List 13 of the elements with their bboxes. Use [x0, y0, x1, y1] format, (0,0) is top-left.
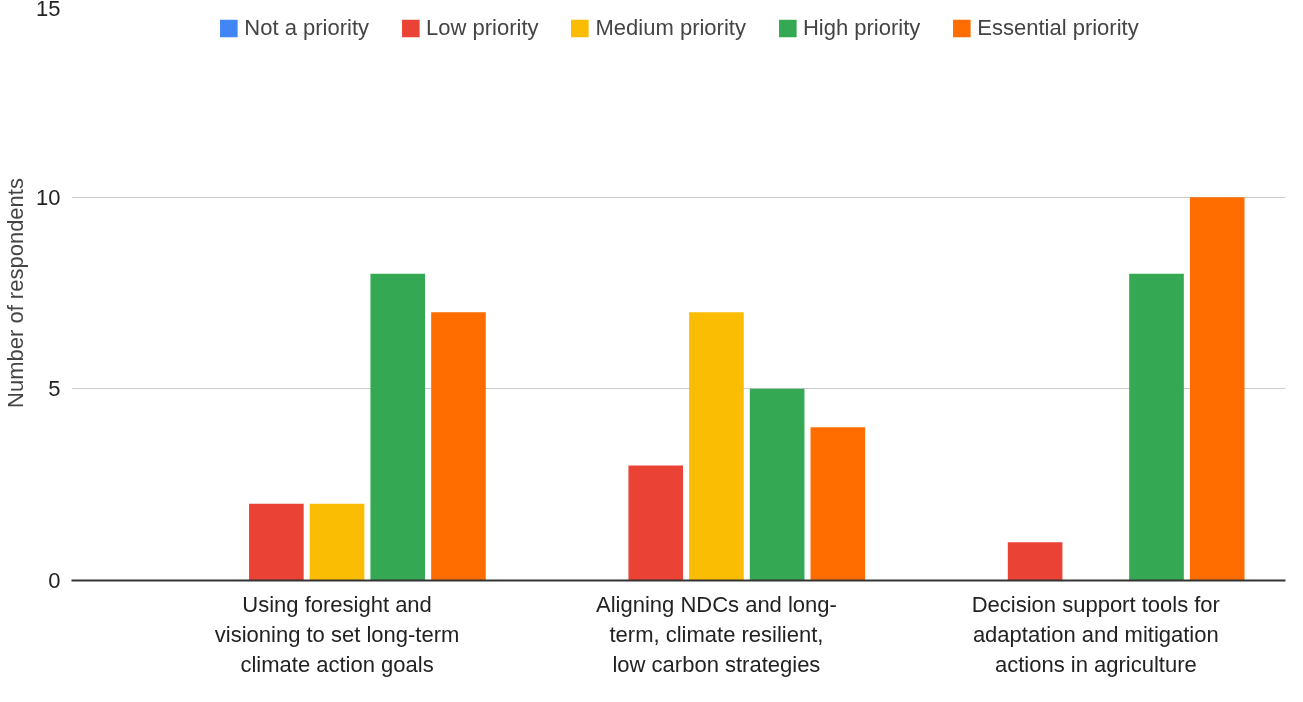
- x-tick-label: Aligning NDCs and long-term, climate resilient, low carbon strategies: [595, 591, 837, 677]
- y-tick-label: 10: [36, 184, 61, 210]
- legend-label: Not a priority: [244, 15, 370, 41]
- x-tick-label: Decision support tools for adaptation and mitigation actions in agriculture: [971, 591, 1220, 677]
- y-tick-label: 0: [48, 568, 61, 593]
- legend-label: High priority: [802, 15, 921, 41]
- legend-label: Medium priority: [595, 15, 746, 41]
- legend-label: Essential priority: [977, 15, 1139, 41]
- x-tick-label: Using foresight and visioning to set long-term climate action goals: [214, 591, 460, 677]
- y-tick-label: 15: [36, 0, 61, 21]
- y-axis-title: Number of respondents: [3, 178, 29, 408]
- y-tick-label: 5: [48, 376, 61, 402]
- legend-label: Low priority: [426, 15, 539, 41]
